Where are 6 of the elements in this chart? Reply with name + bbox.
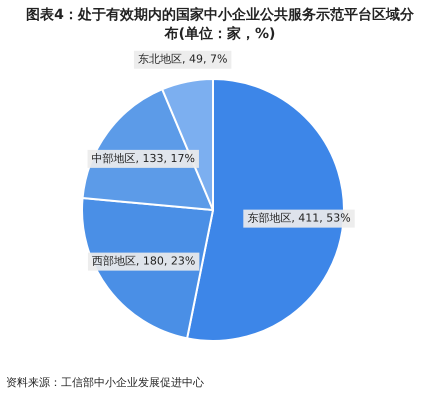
slice-label: 西部地区, 180, 23% — [92, 254, 196, 268]
slice-label: 东部地区, 411, 53% — [247, 211, 351, 224]
slice-label: 东北地区, 49, 7% — [138, 52, 228, 66]
slice-label: 中部地区, 133, 17% — [92, 152, 195, 165]
chart-title: 图表4：处于有效期内的国家中小企业公共服务示范平台区域分布(单位：家，%) — [25, 6, 415, 44]
text: 资料来源：工信部中小企业发展促进中心 — [6, 375, 204, 390]
